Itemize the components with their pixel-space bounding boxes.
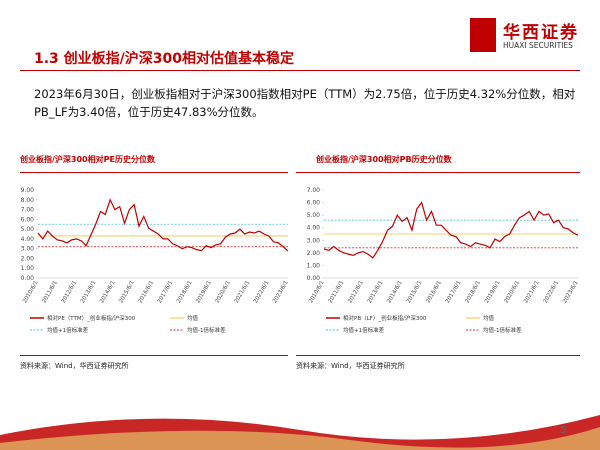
title-rule — [20, 70, 580, 71]
legend-label: 均值-1倍标准差 — [483, 326, 522, 334]
y-tick-label: 0.00 — [307, 275, 321, 282]
x-tick-label: 2017/6/1 — [157, 280, 175, 304]
legend-label: 均值 — [483, 314, 495, 322]
y-tick-label: 1.00 — [21, 265, 35, 272]
chart-rule — [296, 172, 580, 173]
y-tick-label: 3.00 — [21, 246, 35, 253]
x-tick-label: 2019/6/1 — [195, 280, 213, 304]
y-tick-label: 6.00 — [21, 216, 35, 223]
x-tick-label: 2010/6/1 — [308, 280, 326, 304]
y-tick-label: 9.00 — [21, 187, 35, 194]
x-tick-label: 2015/6/1 — [406, 280, 424, 304]
source-note: 资料来源：Wind，华西证券研究所 — [296, 361, 405, 370]
legend-label: 均值+1倍标准差 — [47, 326, 89, 334]
chart-title: 创业板指/沪深300相对PB历史分位数 — [315, 154, 453, 164]
y-tick-label: 5.00 — [307, 212, 321, 219]
x-tick-label: 2019/6/1 — [484, 280, 502, 304]
summary: 2023年6月30日，创业板指相对于沪深300指数相对PE（TTM）为2.75倍… — [34, 87, 576, 119]
logo-cn: 华西证券 — [503, 23, 579, 43]
slide-title: 1.3 创业板指/沪深300相对估值基本稳定 — [34, 51, 295, 67]
x-tick-label: 2011/6/1 — [328, 280, 346, 304]
x-tick-label: 2022/6/1 — [543, 280, 561, 304]
x-tick-label: 2023/6/1 — [562, 280, 580, 304]
x-tick-label: 2011/6/1 — [41, 280, 59, 304]
x-tick-label: 2020/6/1 — [214, 280, 232, 304]
source-rule — [20, 355, 288, 356]
y-tick-label: 7.00 — [307, 187, 321, 194]
x-tick-label: 2014/6/1 — [99, 280, 117, 304]
x-tick-label: 2023/6/1 — [272, 280, 290, 304]
y-tick-label: 5.00 — [21, 226, 35, 233]
logo-en: HUAXI SECURITIES — [503, 41, 573, 50]
source-note: 资料来源：Wind，华西证券研究所 — [20, 361, 129, 370]
chart: 创业板指/沪深300相对PE历史分位数 0.00 1.00 2.00 3.00 4.00 5… — [19, 154, 290, 370]
y-tick-label: 7.00 — [21, 207, 35, 214]
y-tick-label: 6.00 — [307, 200, 321, 207]
y-tick-label: 8.00 — [21, 197, 35, 204]
footer-wave — [0, 415, 600, 450]
legend-label: 相对PE（TTM）_创业板指/沪深300 — [47, 314, 136, 322]
x-tick-label: 2021/6/1 — [523, 280, 541, 304]
x-tick-label: 2015/6/1 — [118, 280, 136, 304]
legend-label: 均值-1倍标准差 — [187, 326, 226, 334]
y-tick-label: 2.00 — [307, 250, 321, 257]
chart-title: 创业板指/沪深300相对PE历史分位数 — [19, 154, 156, 164]
x-tick-label: 2013/6/1 — [80, 280, 98, 304]
page-number: 5 — [560, 425, 567, 436]
x-tick-label: 2021/6/1 — [234, 280, 252, 304]
logo-mark — [470, 18, 496, 52]
x-tick-label: 2012/6/1 — [61, 280, 79, 304]
y-tick-label: 3.00 — [307, 237, 321, 244]
x-tick-label: 2020/6/1 — [504, 280, 522, 304]
x-tick-label: 2013/6/1 — [367, 280, 385, 304]
x-tick-label: 2018/6/1 — [176, 280, 194, 304]
y-tick-label: 0.00 — [21, 275, 35, 282]
x-tick-label: 2010/6/1 — [22, 280, 40, 304]
source-rule — [296, 355, 580, 356]
series-line — [37, 198, 289, 252]
chart-rule — [20, 172, 288, 173]
x-tick-label: 2018/6/1 — [464, 280, 482, 304]
x-tick-label: 2012/6/1 — [347, 280, 365, 304]
x-tick-label: 2014/6/1 — [386, 280, 404, 304]
y-tick-label: 4.00 — [21, 236, 35, 243]
series-line — [323, 201, 579, 259]
x-tick-label: 2016/6/1 — [138, 280, 156, 304]
y-tick-label: 4.00 — [307, 225, 321, 232]
y-tick-label: 2.00 — [21, 255, 35, 262]
legend-label: 均值 — [187, 314, 199, 322]
y-tick-label: 1.00 — [307, 262, 321, 269]
x-tick-label: 2022/6/1 — [253, 280, 271, 304]
x-tick-label: 2016/6/1 — [425, 280, 443, 304]
x-tick-label: 2017/6/1 — [445, 280, 463, 304]
legend-label: 均值+1倍标准差 — [343, 326, 385, 334]
chart: 创业板指/沪深300相对PB历史分位数 0.00 1.00 2.00 3.00 4.00 5… — [296, 154, 580, 370]
legend-label: 相对PB（LF）_创业板指/沪深300 — [343, 314, 427, 322]
